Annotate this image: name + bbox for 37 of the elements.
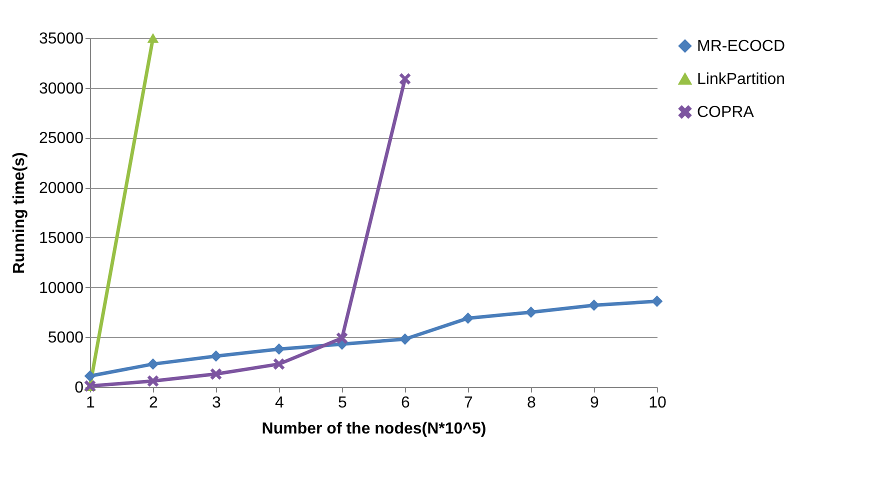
legend-label: MR-ECOCD bbox=[697, 38, 785, 55]
point bbox=[462, 312, 474, 324]
x-tick-label: 8 bbox=[527, 394, 536, 412]
point bbox=[399, 73, 411, 85]
x-tick-label: 10 bbox=[648, 394, 666, 412]
point bbox=[399, 333, 411, 345]
point bbox=[147, 358, 159, 370]
y-tick-label: 25000 bbox=[39, 130, 84, 148]
point bbox=[273, 343, 285, 355]
legend-label: LinkPartition bbox=[697, 71, 786, 88]
x-tick-label: 5 bbox=[338, 394, 348, 412]
y-tick-label: 10000 bbox=[39, 280, 84, 297]
point bbox=[588, 300, 600, 311]
y-tick-label: 30000 bbox=[39, 80, 84, 98]
legend-label: COPRA bbox=[697, 104, 754, 121]
x-tick-label: 3 bbox=[212, 394, 222, 412]
x-axis-title: Number of the nodes(N*10^5) bbox=[262, 420, 486, 438]
point bbox=[210, 368, 222, 380]
y-tick-label: 5000 bbox=[48, 330, 84, 347]
y-tick-label: 15000 bbox=[39, 230, 84, 247]
x-tick-label: 7 bbox=[464, 394, 474, 412]
x-tick-label: 2 bbox=[149, 394, 158, 412]
point bbox=[210, 350, 222, 362]
y-axis-title: Running time(s) bbox=[11, 152, 28, 274]
point bbox=[336, 332, 348, 344]
point bbox=[273, 358, 285, 370]
y-tick-label: 20000 bbox=[39, 180, 84, 198]
x-tick-label: 4 bbox=[275, 394, 284, 412]
x-tick-label: 9 bbox=[590, 394, 600, 412]
point bbox=[651, 296, 663, 307]
y-tick-label: 35000 bbox=[39, 30, 84, 48]
x-tick-label: 1 bbox=[86, 394, 96, 412]
x-tick-label: 6 bbox=[401, 394, 410, 412]
point bbox=[525, 306, 537, 318]
y-tick-label: 0 bbox=[74, 380, 84, 396]
point bbox=[147, 375, 159, 387]
point bbox=[84, 370, 96, 382]
